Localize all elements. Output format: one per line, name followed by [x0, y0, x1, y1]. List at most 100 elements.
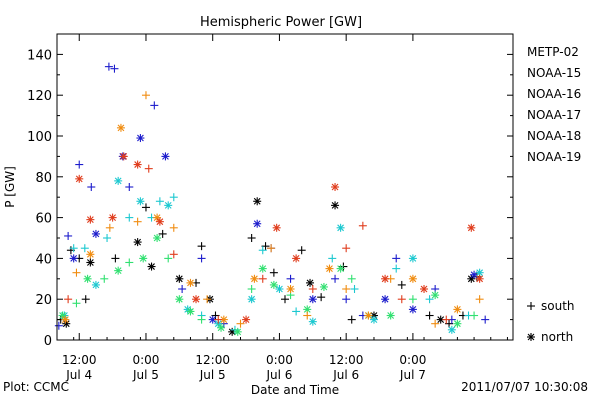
- data-point-south: [247, 285, 256, 293]
- y-tick-label: 120: [27, 89, 52, 104]
- data-point-north: [408, 305, 417, 314]
- data-point-north: [308, 317, 317, 326]
- data-point-north: [61, 315, 70, 324]
- data-point-north: [147, 262, 156, 271]
- data-point-north: [242, 315, 251, 324]
- data-point-south: [308, 285, 317, 293]
- data-point-north: [275, 285, 284, 293]
- data-point-south: [392, 254, 401, 263]
- data-point-south: [261, 242, 270, 251]
- data-point-south: [69, 244, 78, 253]
- legend-marker-south: [527, 302, 535, 310]
- data-point-south: [72, 268, 81, 277]
- data-point-south: [211, 311, 220, 320]
- data-point-south: [425, 311, 434, 320]
- data-point-south: [281, 295, 289, 304]
- data-point-south: [258, 246, 267, 255]
- x-tick-date: Jul 5: [132, 368, 159, 382]
- y-tick-label: 140: [27, 48, 52, 63]
- data-point-south: [125, 213, 134, 222]
- data-point-south: [64, 295, 73, 304]
- data-point-south: [125, 183, 134, 191]
- data-points: [54, 62, 490, 336]
- data-point-south: [342, 285, 351, 293]
- data-point-north: [467, 223, 476, 232]
- x-tick-time: 12:00: [329, 353, 364, 367]
- data-point-south: [347, 274, 356, 283]
- data-point-north: [217, 323, 226, 332]
- data-point-south: [100, 274, 109, 283]
- data-point-north: [91, 280, 100, 289]
- data-point-south: [247, 234, 256, 242]
- data-point-north: [331, 201, 340, 210]
- y-tick-label: 80: [35, 171, 52, 186]
- legend-item: NOAA-19: [527, 150, 581, 164]
- data-point-north: [153, 234, 162, 242]
- data-point-south: [80, 244, 89, 253]
- data-point-north: [420, 285, 429, 293]
- data-point-south: [342, 244, 351, 253]
- data-point-south: [214, 315, 223, 324]
- data-point-south: [350, 285, 359, 293]
- data-point-north: [453, 319, 462, 328]
- data-point-north: [108, 213, 117, 222]
- data-point-south: [133, 217, 142, 226]
- data-point-north: [247, 295, 256, 304]
- chart-title: Hemispheric Power [GW]: [200, 15, 362, 30]
- data-point-south: [111, 254, 120, 263]
- x-tick-date: Jul 4: [65, 368, 92, 382]
- plot-frame: [56, 33, 514, 341]
- data-point-south: [141, 203, 150, 212]
- data-point-south: [297, 246, 306, 255]
- data-point-south: [72, 299, 81, 308]
- data-point-south: [169, 193, 178, 202]
- x-tick-date: Jul 6: [332, 368, 359, 382]
- data-point-north: [86, 258, 95, 267]
- data-point-north: [75, 174, 84, 183]
- data-point-south: [397, 295, 406, 304]
- data-point-south: [81, 295, 90, 304]
- data-point-north: [136, 197, 145, 206]
- data-point-north: [431, 291, 440, 300]
- data-point-south: [104, 62, 113, 71]
- data-point-south: [197, 315, 206, 324]
- data-point-south: [317, 293, 326, 302]
- data-point-north: [192, 295, 201, 304]
- y-axis: 0 20 40 60 80 100 120 140: [27, 48, 513, 349]
- y-tick-label: 20: [35, 293, 52, 308]
- data-point-north: [86, 250, 95, 259]
- legend-marker-label: south: [541, 299, 575, 313]
- data-point-north: [69, 254, 78, 263]
- data-point-south: [103, 234, 112, 242]
- data-point-south: [269, 268, 278, 277]
- data-point-south: [258, 274, 267, 283]
- x-tick-time: 12:00: [195, 353, 230, 367]
- data-point-north: [133, 238, 142, 247]
- x-tick-time: 12:00: [62, 353, 97, 367]
- data-point-south: [236, 319, 245, 328]
- data-point-south: [392, 264, 401, 273]
- legend-marker-label: north: [541, 330, 573, 344]
- data-point-north: [269, 280, 278, 289]
- x-tick-time: 0:00: [399, 353, 426, 367]
- x-tick-date: Jul 7: [399, 368, 426, 382]
- legend-item: NOAA-17: [527, 108, 581, 122]
- data-point-south: [87, 183, 96, 191]
- data-point-north: [114, 176, 123, 185]
- data-point-north: [175, 274, 184, 283]
- data-point-south: [292, 307, 301, 316]
- data-point-south: [328, 254, 337, 263]
- data-point-south: [481, 315, 490, 324]
- data-point-south: [169, 250, 178, 259]
- data-point-north: [91, 229, 100, 238]
- legend-item: NOAA-16: [527, 87, 581, 101]
- data-point-north: [58, 311, 67, 320]
- data-point-north: [233, 327, 242, 336]
- data-point-north: [83, 274, 92, 283]
- data-point-north: [253, 197, 262, 206]
- data-point-south: [442, 315, 451, 324]
- data-point-north: [386, 311, 395, 320]
- plot-timestamp: 2011/07/07 10:30:08: [461, 380, 588, 394]
- data-point-north: [369, 315, 378, 324]
- y-tick-label: 0: [44, 334, 52, 349]
